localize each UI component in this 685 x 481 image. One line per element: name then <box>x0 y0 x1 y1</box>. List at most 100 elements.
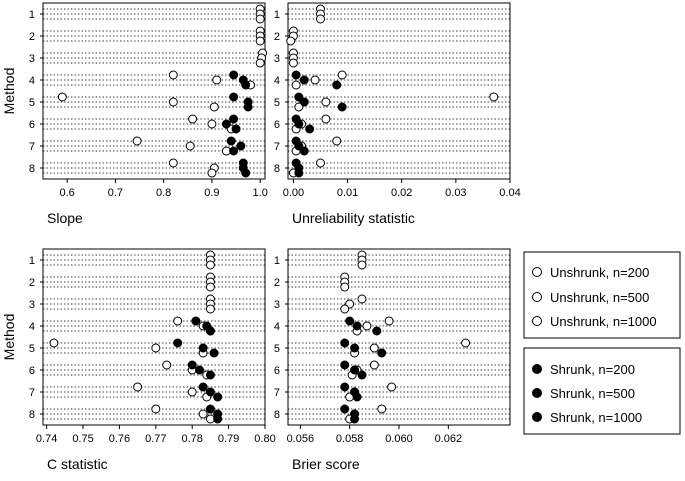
x-tick-label: 0.78 <box>182 433 203 445</box>
chart-panel-2: 1 2 3 4 5 6 7 80.00 0.01 0.02 0.03 0.04 Unreliabilit… <box>274 2 521 226</box>
y-tick-label: 1 <box>29 255 35 267</box>
point-1-method-7 <box>332 136 342 146</box>
point-3-method-1 <box>315 14 325 24</box>
point-5-method-6 <box>221 119 231 129</box>
point-5-method-7 <box>205 387 215 397</box>
point-6-method-8 <box>241 168 251 178</box>
point-3-method-5 <box>209 102 219 112</box>
y-tick-label: 6 <box>29 119 35 131</box>
point-1-method-5 <box>489 92 499 102</box>
y-axis-label: Method <box>1 68 17 115</box>
point-2-method-5 <box>151 343 161 353</box>
legend-label-shrunk-200: Shrunk, n=200 <box>550 362 635 377</box>
chart-panel-4: 1 2 3 4 5 6 7 8 0.056 0.058 0.060 0.062 Brier score <box>274 248 511 472</box>
point-4-method-5 <box>229 92 239 102</box>
x-tick-label: 0.8 <box>156 187 171 199</box>
point-6-method-6 <box>231 124 241 134</box>
point-4-method-5 <box>340 338 350 348</box>
point-6-method-4 <box>332 80 342 90</box>
point-1-method-8 <box>377 404 387 414</box>
point-2-method-4 <box>362 321 372 331</box>
point-6-method-4 <box>205 326 215 336</box>
legend-label-unshrunk-500: Unshrunk, n=500 <box>550 290 649 305</box>
point-2-method-4 <box>310 75 320 85</box>
y-tick-label: 7 <box>29 141 35 153</box>
point-3-method-3 <box>340 304 350 314</box>
y-tick-label: 2 <box>29 277 35 289</box>
legend-label-unshrunk-200: Unshrunk, n=200 <box>550 265 649 280</box>
y-axis-label: Method <box>1 314 17 361</box>
legend-marker-unshrunk-200 <box>532 267 542 277</box>
legend-marker-unshrunk-500 <box>532 292 542 302</box>
y-tick-label: 4 <box>29 321 35 333</box>
point-5-method-4 <box>299 75 309 85</box>
x-axis-label: C statistic <box>47 456 108 472</box>
point-1-method-3 <box>357 294 367 304</box>
x-tick-label: 0.03 <box>445 187 466 199</box>
point-3-method-3 <box>255 58 265 68</box>
point-1-method-4 <box>384 316 394 326</box>
point-3-method-3 <box>288 58 298 68</box>
point-5-method-7 <box>294 141 304 151</box>
x-tick-label: 0.00 <box>283 187 304 199</box>
point-6-method-4 <box>241 80 251 90</box>
point-2-method-5 <box>321 97 331 107</box>
y-tick-label: 2 <box>274 31 280 43</box>
point-4-method-4 <box>229 70 239 80</box>
point-1-method-7 <box>387 382 397 392</box>
y-tick-label: 8 <box>274 163 280 175</box>
point-2-method-8 <box>198 409 208 419</box>
point-4-method-6 <box>340 360 350 370</box>
point-2-method-7 <box>185 141 195 151</box>
point-6-method-8 <box>294 168 304 178</box>
x-tick-label: 0.060 <box>385 433 413 445</box>
y-tick-label: 6 <box>274 119 280 131</box>
point-4-method-7 <box>198 382 208 392</box>
legend-shrunk: Shrunk, n=200 Shrunk, n=500 Shrunk, n=10… <box>523 347 681 435</box>
y-tick-label: 2 <box>29 31 35 43</box>
y-tick-label: 1 <box>29 9 35 21</box>
point-3-method-1 <box>357 260 367 270</box>
y-tick-label: 2 <box>274 277 280 289</box>
legend-label-unshrunk-1000: Unshrunk, n=1000 <box>550 314 657 329</box>
y-tick-label: 1 <box>274 255 280 267</box>
y-tick-label: 3 <box>29 299 35 311</box>
point-4-method-4 <box>291 70 301 80</box>
point-5-method-5 <box>350 343 360 353</box>
point-4-method-4 <box>345 316 355 326</box>
point-6-method-6 <box>357 370 367 380</box>
point-3-method-8 <box>207 168 217 178</box>
point-5-method-6 <box>350 365 360 375</box>
point-1-method-4 <box>168 70 178 80</box>
point-4-method-5 <box>294 92 304 102</box>
legend-marker-shrunk-500 <box>532 388 542 398</box>
point-6-method-5 <box>209 348 219 358</box>
point-6-method-6 <box>205 370 215 380</box>
point-6-method-5 <box>377 348 387 358</box>
point-4-method-5 <box>173 338 183 348</box>
point-4-method-7 <box>226 136 236 146</box>
x-tick-label: 0.056 <box>287 433 315 445</box>
point-1-method-8 <box>315 158 325 168</box>
chart-panel-3: 1 2 3 4 5 6 7 80.74 0.75 0.76 0.77 0.78 0.79 0.80 C st… <box>1 248 276 472</box>
point-6-method-5 <box>337 102 347 112</box>
point-4-method-8 <box>340 404 350 414</box>
point-1-method-6 <box>162 360 172 370</box>
y-tick-label: 4 <box>274 75 280 87</box>
y-tick-label: 8 <box>274 409 280 421</box>
x-tick-label: 0.79 <box>218 433 239 445</box>
point-1-method-7 <box>132 136 142 146</box>
point-3-method-5 <box>294 102 304 112</box>
point-3-method-2 <box>255 36 265 46</box>
point-5-method-5 <box>198 343 208 353</box>
point-1-method-5 <box>57 92 67 102</box>
x-tick-label: 0.77 <box>145 433 166 445</box>
legend-unshrunk: Unshrunk, n=200 Unshrunk, n=500 Unshrunk… <box>523 251 681 339</box>
y-tick-label: 6 <box>29 365 35 377</box>
point-1-method-5 <box>461 338 471 348</box>
point-5-method-4 <box>352 321 362 331</box>
legend-label-shrunk-500: Shrunk, n=500 <box>550 386 635 401</box>
y-tick-label: 8 <box>29 163 35 175</box>
point-6-method-7 <box>352 392 362 402</box>
